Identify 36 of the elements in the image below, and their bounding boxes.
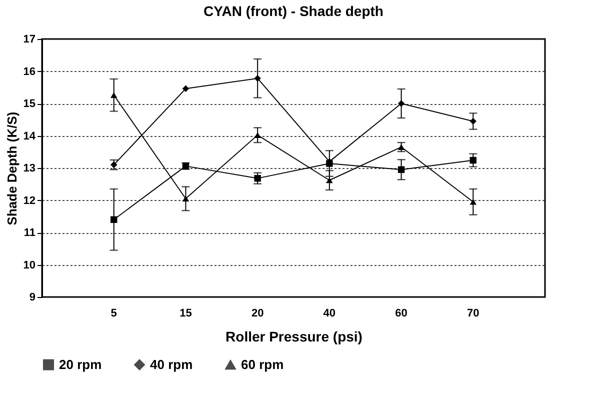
y-tick-label: 10	[23, 259, 36, 272]
x-tick-label: 70	[467, 308, 480, 320]
legend-label: 20 rpm	[59, 356, 102, 372]
x-tick-label: 5	[110, 308, 117, 320]
y-tick-label: 15	[23, 98, 36, 110]
chart-title: CYAN (front) - Shade depth	[204, 3, 384, 19]
y-tick-label: 17	[23, 34, 36, 46]
point	[398, 166, 405, 173]
point	[110, 216, 118, 223]
point	[398, 100, 405, 107]
point	[182, 196, 190, 202]
legend-label: 60 rpm	[241, 356, 284, 372]
point	[254, 132, 261, 138]
y-tick-label: 16	[23, 66, 36, 78]
point	[470, 118, 476, 125]
y-tick-label: 14	[23, 130, 36, 142]
point	[110, 161, 118, 168]
point	[110, 92, 118, 98]
x-tick-label: 40	[323, 308, 336, 320]
point	[470, 198, 476, 205]
x-axis-title: Roller Pressure (psi)	[226, 328, 362, 344]
point	[326, 177, 333, 184]
legend-label: 40 rpm	[150, 356, 193, 372]
x-tick-label: 60	[395, 308, 408, 320]
y-tick-label: 13	[23, 162, 36, 174]
y-tick-label: 11	[24, 227, 36, 239]
point	[254, 174, 261, 182]
x-tick-label: 15	[180, 308, 192, 320]
y-tick-label: 12	[23, 194, 36, 207]
point	[254, 74, 261, 82]
x-tick-label: 20	[251, 308, 264, 320]
y-axis-title: Shade Depth (K/S)	[4, 112, 20, 226]
point	[398, 144, 405, 150]
point	[470, 156, 476, 164]
point	[182, 85, 190, 92]
y-tick-label: 9	[29, 292, 36, 304]
